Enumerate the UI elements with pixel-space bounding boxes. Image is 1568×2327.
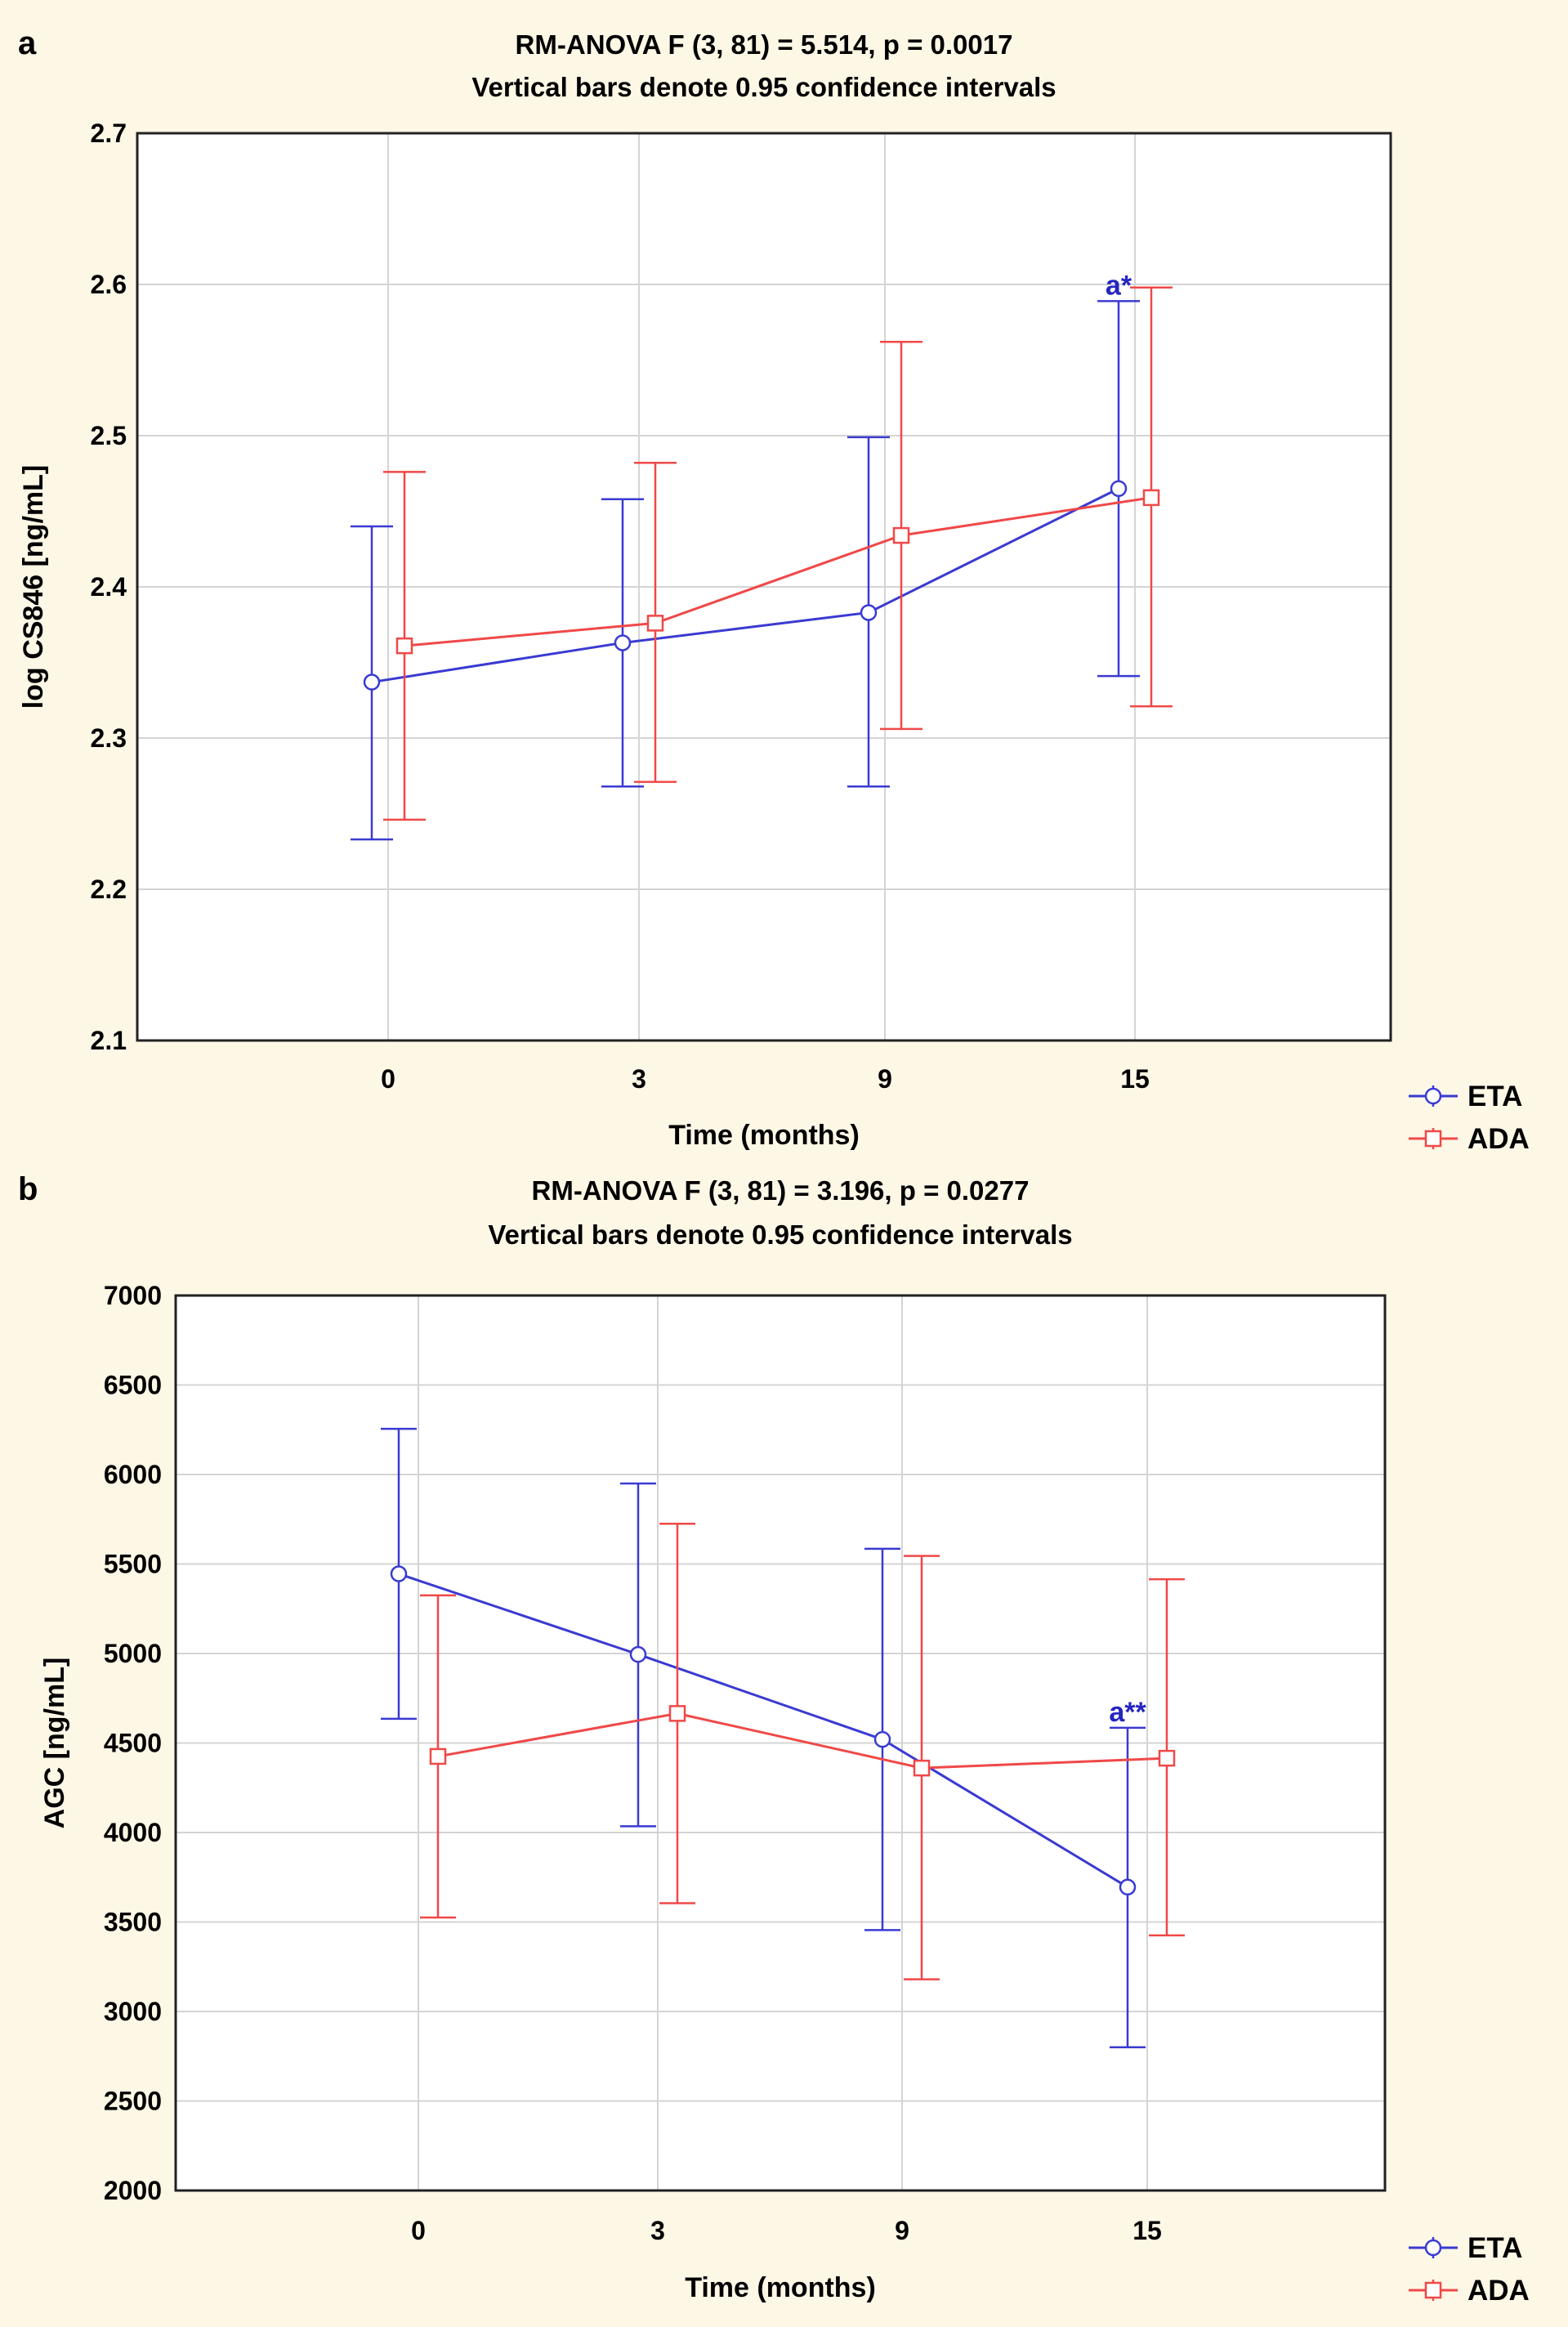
data-point [1142, 489, 1160, 507]
data-point [395, 637, 413, 655]
data-point [1119, 1878, 1137, 1896]
x-axis-label: Time (months) [685, 2272, 876, 2303]
y-tick-label: 3000 [104, 1997, 162, 2026]
y-tick-label: 2500 [104, 2087, 162, 2116]
y-tick-label: 6500 [104, 1371, 162, 1400]
panel-a: a RM-ANOVA F (3, 81) = 5.514, p = 0.0017 V… [18, 25, 1530, 1155]
legend-label: ADA [1467, 1123, 1530, 1155]
x-tick-label: 3 [632, 1064, 646, 1094]
plot-frame [136, 132, 1392, 1042]
data-point [1158, 1749, 1176, 1767]
legend-marker [1424, 1087, 1442, 1105]
data-point [363, 673, 381, 691]
y-tick-label: 3500 [104, 1908, 162, 1937]
legend: ETA ADA [1409, 1081, 1530, 1155]
x-tick-label: 9 [878, 1064, 892, 1094]
y-tick-label: 5500 [104, 1550, 162, 1579]
panel-letter: b [18, 1171, 38, 1207]
y-tick-label: 2.7 [91, 119, 127, 148]
y-tick-label: 2.4 [91, 572, 127, 602]
plot-frame [174, 1294, 1387, 2192]
data-point [668, 1705, 686, 1722]
series-line [398, 1573, 1128, 1889]
legend-label: ETA [1467, 2232, 1522, 2264]
panel-letter: a [18, 25, 37, 61]
data-point [629, 1645, 647, 1663]
y-tick-label: 4500 [104, 1729, 162, 1758]
panel-b: b RM-ANOVA F (3, 81) = 3.196, p = 0.0277 V… [18, 1171, 1530, 2307]
x-tick-label: 15 [1120, 1064, 1150, 1094]
y-axis-label: log CS846 [ng/mL] [18, 465, 49, 709]
data-point [1110, 480, 1128, 497]
data-point [860, 604, 878, 621]
data-point [390, 1565, 408, 1582]
y-tick-label: 2000 [104, 2176, 162, 2205]
chart-title: RM-ANOVA F (3, 81) = 5.514, p = 0.0017 [516, 29, 1013, 60]
series-line [371, 487, 1119, 684]
data-point [892, 526, 910, 544]
y-tick-label: 2.5 [91, 421, 127, 450]
y-tick-label: 2.6 [91, 270, 127, 299]
series-eta [351, 300, 1140, 841]
y-tick-label: 6000 [104, 1460, 162, 1489]
chart-subtitle: Vertical bars denote 0.95 confidence int… [488, 1219, 1072, 1250]
x-tick-label: 9 [895, 2216, 909, 2245]
y-tick-label: 2.3 [91, 723, 127, 753]
significance-annotation: a** [1109, 1697, 1146, 1728]
y-tick-label: 7000 [104, 1281, 162, 1310]
chart-title: RM-ANOVA F (3, 81) = 3.196, p = 0.0277 [532, 1175, 1030, 1206]
x-tick-label: 3 [650, 2216, 665, 2245]
y-axis-label: AGC [ng/mL] [39, 1658, 70, 1829]
legend-label: ETA [1467, 1081, 1522, 1112]
series-eta [381, 1427, 1146, 2049]
series-ada [420, 1522, 1185, 1980]
legend-label: ADA [1467, 2275, 1530, 2307]
legend-marker [1424, 2281, 1442, 2299]
legend-marker [1424, 1130, 1442, 1148]
data-point [614, 634, 632, 651]
x-tick-label: 15 [1132, 2216, 1162, 2245]
significance-annotation: a* [1106, 270, 1132, 301]
x-tick-label: 0 [381, 1064, 395, 1094]
data-point [873, 1730, 891, 1748]
x-axis-label: Time (months) [668, 1120, 860, 1151]
y-tick-label: 2.1 [91, 1026, 127, 1055]
data-point [913, 1759, 931, 1777]
y-tick-label: 2.2 [91, 875, 127, 904]
y-tick-label: 5000 [104, 1639, 162, 1668]
y-tick-label: 4000 [104, 1818, 162, 1847]
chart-subtitle: Vertical bars denote 0.95 confidence int… [471, 72, 1056, 102]
series-line [437, 1712, 1168, 1770]
legend: ETA ADA [1409, 2232, 1530, 2307]
series-ada [383, 286, 1173, 821]
legend-marker [1424, 2239, 1442, 2257]
series-line [404, 496, 1152, 647]
data-point [429, 1747, 447, 1765]
data-point [646, 615, 664, 632]
x-tick-label: 0 [411, 2216, 426, 2245]
